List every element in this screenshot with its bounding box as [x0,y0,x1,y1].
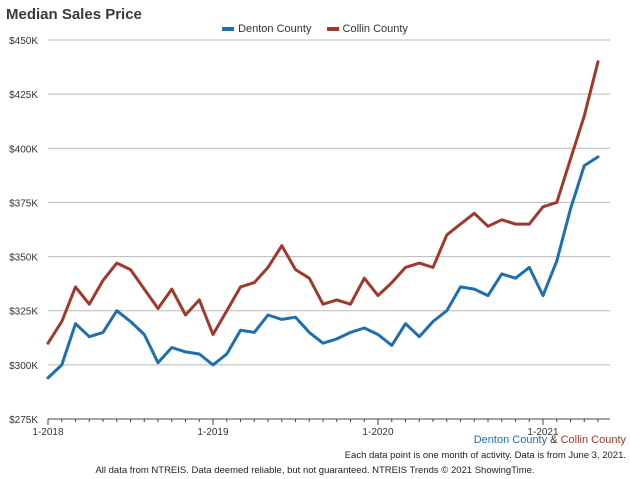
y-tick-label: $325K [9,307,38,318]
legend-swatch-denton [222,27,235,31]
y-tick-label: $400K [9,144,38,155]
series-line-denton-county [46,155,600,380]
footer-amp: & [547,434,561,446]
legend-item-denton[interactable]: Denton County [222,23,311,35]
footer-credit: All data from NTREIS. Data deemed reliab… [95,465,535,476]
y-tick-label: $275K [9,415,38,426]
y-tick-label: $450K [9,36,38,47]
legend: Denton County Collin County [0,22,630,35]
y-tick-label: $350K [9,253,38,264]
legend-item-collin[interactable]: Collin County [326,23,408,35]
footer-series-b: Collin County [560,434,626,446]
footer-series-a: Denton County [473,434,548,446]
x-tick-label: 1-2020 [362,427,394,438]
footer-series-line: Denton County & Collin County [474,434,626,446]
x-tick-label: 1-2018 [32,427,64,438]
y-tick-label: $375K [9,198,38,209]
chart-title: Median Sales Price [6,6,142,23]
y-tick-label: $425K [9,90,38,101]
legend-swatch-collin [326,27,339,31]
x-tick-label: 1-2021 [527,427,559,438]
legend-label-collin: Collin County [342,23,408,35]
footer-note: Each data point is one month of activity… [344,450,626,461]
series-line-collin-county [46,60,600,345]
x-tick-label: 1-2019 [197,427,229,438]
y-tick-label: $300K [9,361,38,372]
legend-label-denton: Denton County [238,23,312,35]
